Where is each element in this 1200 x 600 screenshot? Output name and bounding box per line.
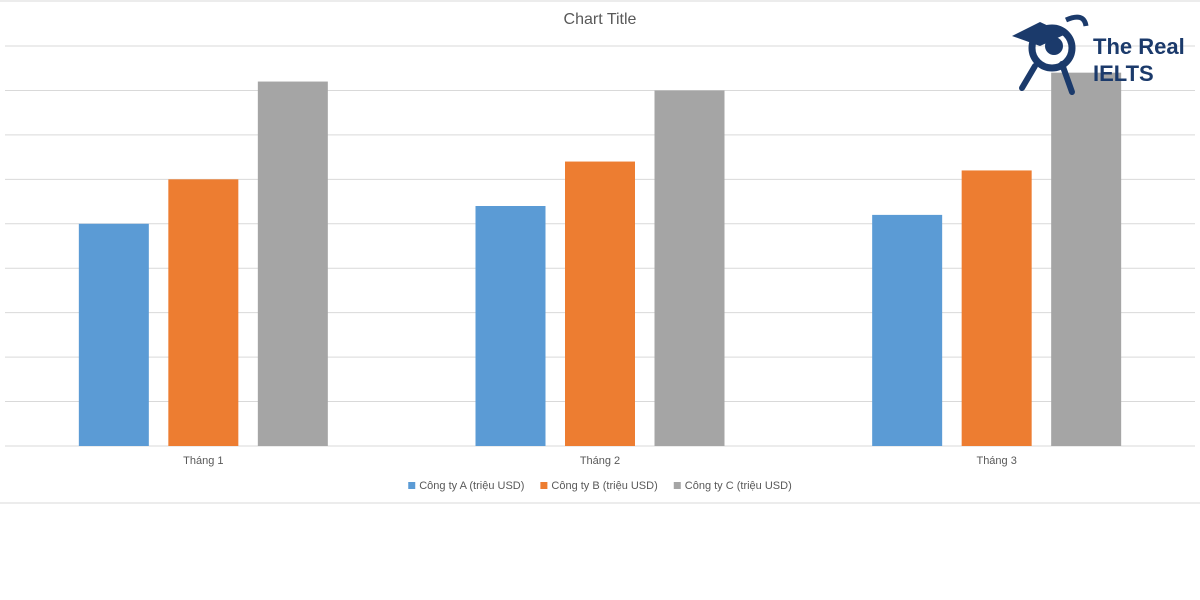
legend-swatch: [408, 482, 416, 489]
bar: [257, 81, 328, 447]
bar: [961, 170, 1032, 446]
logo-text: The Real: [1093, 34, 1185, 59]
legend-label: Công ty C (triệu USD): [685, 480, 792, 492]
chart-title: Chart Title: [564, 11, 637, 28]
bar: [872, 214, 943, 446]
bar: [475, 206, 546, 446]
logo-cap: [1012, 22, 1066, 46]
bar: [78, 223, 149, 446]
x-tick-label: Tháng 3: [976, 455, 1016, 467]
legend-swatch: [540, 482, 548, 489]
legend-label: Công ty A (triệu USD): [419, 480, 524, 492]
legend-swatch: [673, 482, 681, 489]
bar: [654, 90, 725, 446]
x-tick-label: Tháng 1: [183, 455, 223, 467]
bar: [168, 179, 239, 447]
logo-text: IELTS: [1093, 61, 1154, 86]
legend-label: Công ty B (triệu USD): [551, 480, 657, 492]
logo-legs: [1019, 61, 1075, 95]
bar: [565, 161, 635, 447]
bar: [1051, 72, 1122, 447]
logo: The Real IELTS: [1012, 14, 1185, 95]
x-tick-label: Tháng 2: [580, 455, 620, 467]
logo-arm: [1064, 14, 1089, 27]
